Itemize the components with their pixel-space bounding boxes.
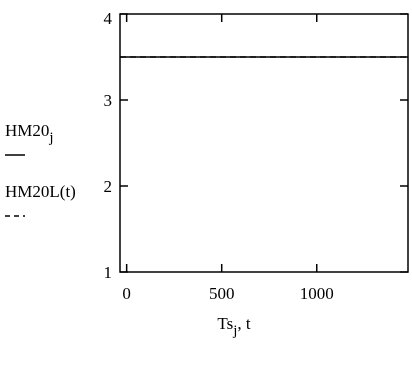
legend-label: HM20j <box>5 121 54 146</box>
y-tick-label: 4 <box>104 9 113 28</box>
y-tick-label: 3 <box>104 91 113 110</box>
x-axis-label-sub: j <box>232 323 237 339</box>
legend-subscript: j <box>48 130 53 146</box>
legend-name: HM20L(t) <box>5 182 76 201</box>
x-axis-label-rest: , t <box>237 314 251 333</box>
x-tick-label: 1000 <box>300 284 334 303</box>
legend-label: HM20L(t) <box>5 182 76 201</box>
x-tick-label: 0 <box>122 284 131 303</box>
x-tick-label: 500 <box>209 284 235 303</box>
x-axis-label-main: Ts <box>217 314 233 333</box>
y-tick-label: 1 <box>104 263 113 282</box>
x-axis-label: Tsj, t <box>217 314 251 339</box>
plot-frame <box>119 13 409 273</box>
legend-name: HM20 <box>5 121 49 140</box>
y-tick-label: 2 <box>104 177 113 196</box>
